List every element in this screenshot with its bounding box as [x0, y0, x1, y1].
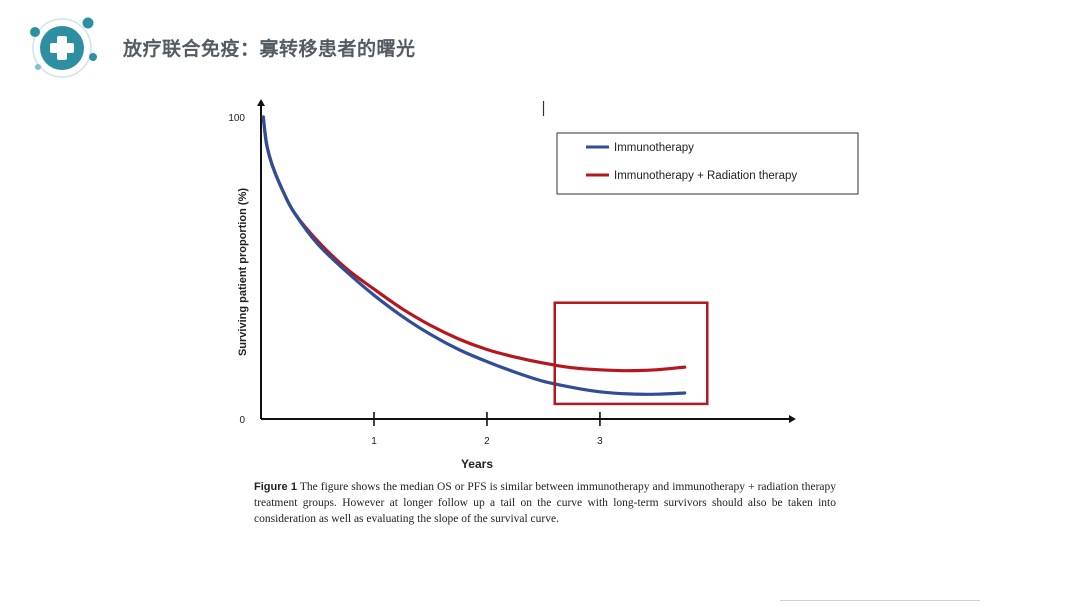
y-axis-label: Surviving patient proportion (%)	[237, 188, 249, 356]
figure-caption: Figure 1 The figure shows the median OS …	[254, 479, 836, 527]
chart-axes	[257, 99, 796, 423]
x-axis-arrowhead	[789, 415, 796, 423]
legend-label: Immunotherapy	[614, 142, 694, 154]
x-tick-label: 2	[484, 436, 490, 447]
x-axis-label: Years	[461, 457, 493, 471]
chart-series	[261, 115, 687, 396]
y-tick-label: 0	[239, 415, 245, 426]
slide-title: 放疗联合免疫：寡转移患者的曙光	[123, 38, 416, 60]
medical-cross-logo-icon	[30, 17, 97, 78]
chart-annotations	[553, 301, 709, 406]
legend-label: Immunotherapy + Radiation therapy	[614, 170, 797, 182]
y-axis-arrowhead	[257, 99, 265, 106]
figure-caption-text: The figure shows the median OS or PFS is…	[254, 481, 836, 525]
x-tick-label: 3	[597, 436, 603, 447]
footer-divider	[780, 600, 980, 601]
highlight-box	[553, 301, 709, 406]
chart-legend: Immunotherapy Immunotherapy + Radiation t…	[556, 132, 859, 195]
x-tick-label: 1	[371, 436, 377, 447]
series-line-immunotherapy	[261, 115, 687, 396]
figure-caption-label: Figure 1	[254, 481, 297, 493]
chart-ticks: 1 2 3 0 100	[228, 113, 603, 447]
legend-box	[556, 132, 859, 195]
y-tick-label: 100	[228, 113, 245, 124]
